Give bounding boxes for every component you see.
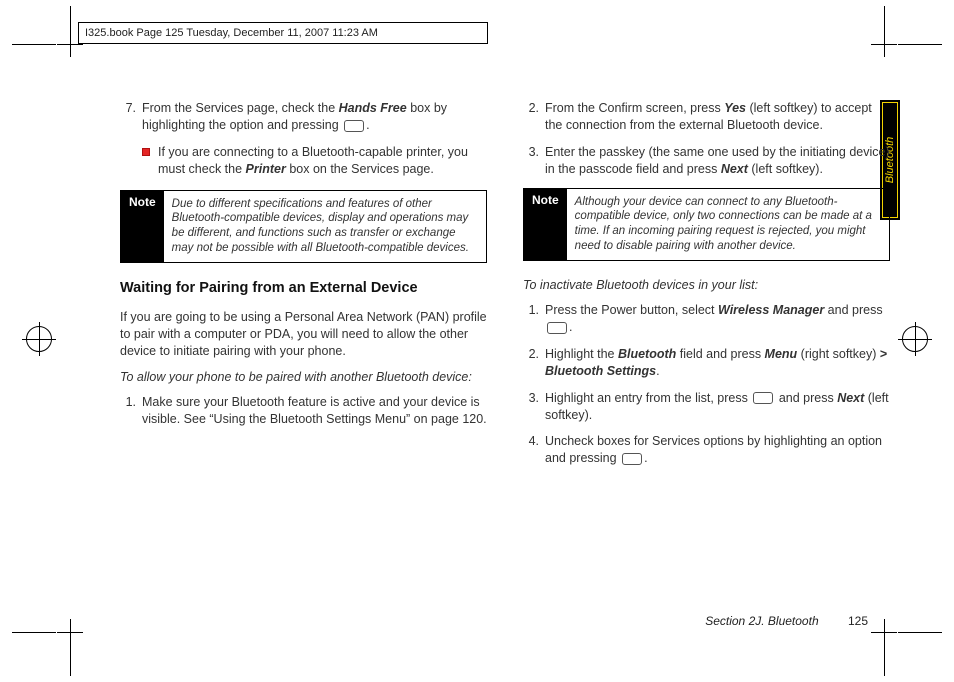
print-header: I325.book Page 125 Tuesday, December 11,… (78, 22, 488, 44)
procedure-lead-2: To inactivate Bluetooth devices in your … (523, 277, 890, 294)
inact-step-4: 4. Uncheck boxes for Services options by… (523, 433, 890, 467)
note-tag: Note (524, 189, 567, 261)
page-number: 125 (848, 614, 868, 628)
ok-key-icon (344, 120, 364, 132)
note-box-2: Note Although your device can connect to… (523, 188, 890, 262)
step-2-right: 2. From the Confirm screen, press Yes (l… (523, 100, 890, 134)
step-number: 3. (523, 390, 545, 424)
inact-step-1: 1. Press the Power button, select Wirele… (523, 302, 890, 336)
print-header-text: I325.book Page 125 Tuesday, December 11,… (85, 27, 378, 39)
step-number: 7. (120, 100, 142, 134)
ok-key-icon (547, 322, 567, 334)
inact-step-3: 3. Highlight an entry from the list, pre… (523, 390, 890, 424)
procedure-lead: To allow your phone to be paired with an… (120, 369, 487, 386)
step-number: 2. (523, 346, 545, 380)
sub-bullet: If you are connecting to a Bluetooth-cap… (142, 144, 487, 178)
step-3-right: 3. Enter the passkey (the same one used … (523, 144, 890, 178)
ok-key-icon (753, 392, 773, 404)
inact-step-2: 2. Highlight the Bluetooth field and pre… (523, 346, 890, 380)
page-footer: Section 2J. Bluetooth 125 (705, 614, 868, 628)
bullet-icon (142, 148, 150, 156)
intro-paragraph: If you are going to be using a Personal … (120, 309, 487, 360)
ok-key-icon (622, 453, 642, 465)
step-number: 1. (523, 302, 545, 336)
step-number: 2. (523, 100, 545, 134)
step-1-left: 1. Make sure your Bluetooth feature is a… (120, 394, 487, 428)
right-column: 2. From the Confirm screen, press Yes (l… (523, 100, 890, 602)
left-column: 7. From the Services page, check the Han… (120, 100, 487, 602)
note-body: Due to different specifications and feat… (164, 191, 486, 263)
step-number: 1. (120, 394, 142, 428)
note-box-1: Note Due to different specifications and… (120, 190, 487, 264)
section-label: Section 2J. Bluetooth (705, 614, 818, 628)
step-7: 7. From the Services page, check the Han… (120, 100, 487, 134)
step-number: 3. (523, 144, 545, 178)
subsection-heading: Waiting for Pairing from an External Dev… (120, 279, 487, 299)
step-number: 4. (523, 433, 545, 467)
note-body: Although your device can connect to any … (567, 189, 889, 261)
note-tag: Note (121, 191, 164, 263)
